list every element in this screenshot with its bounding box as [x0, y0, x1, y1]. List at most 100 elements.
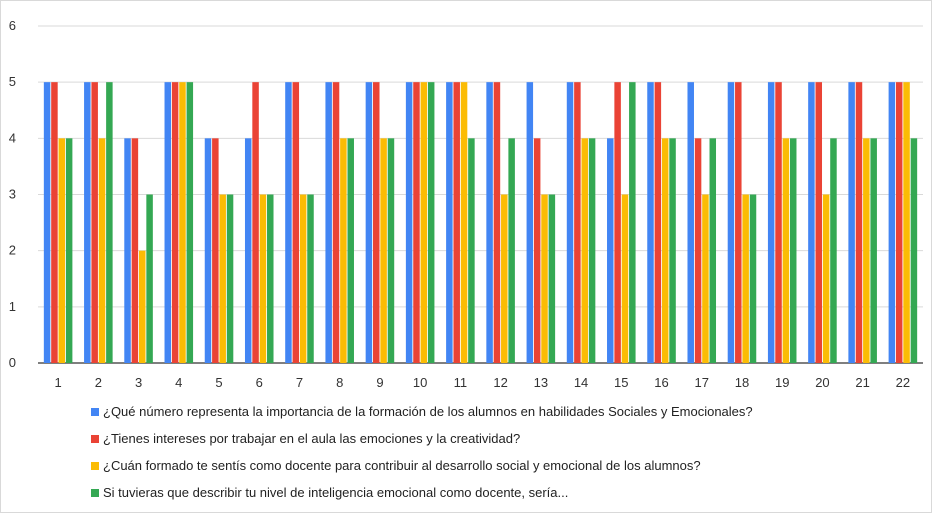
bar [292, 82, 300, 364]
x-tick-label: 18 [735, 375, 749, 390]
x-tick-label: 2 [95, 375, 102, 390]
bar [58, 138, 66, 363]
legend-label-importance: ¿Qué número representa la importancia de… [103, 403, 753, 419]
bar [307, 194, 314, 363]
legend-swatch-yellow [91, 461, 99, 470]
x-tick-label: 9 [376, 375, 383, 390]
bar [888, 82, 896, 364]
bar [267, 194, 274, 363]
bar [212, 138, 219, 363]
bar [910, 138, 918, 363]
legend-item-training: ¿Cuán formado te sentís como docente par… [91, 455, 911, 476]
x-tick-label: 5 [215, 375, 222, 390]
bar [895, 82, 903, 364]
x-tick-label: 11 [454, 375, 468, 390]
bar [830, 138, 837, 363]
bar [244, 138, 252, 363]
y-tick-label: 5 [9, 74, 16, 89]
bar [299, 194, 307, 363]
bar [566, 82, 574, 364]
bar [863, 138, 870, 363]
bar [789, 138, 797, 363]
bar [735, 82, 742, 364]
bar [98, 138, 106, 363]
legend-item-emotional-intelligence: Si tuvieras que describir tu nivel de in… [91, 482, 911, 503]
bar [380, 138, 387, 363]
bar [767, 82, 775, 364]
bar [171, 82, 179, 364]
x-tick-label: 19 [775, 375, 789, 390]
bar [621, 194, 629, 363]
bar [654, 82, 662, 364]
legend-label-training: ¿Cuán formado te sentís como docente par… [103, 457, 701, 473]
bar [164, 82, 172, 364]
bar [855, 82, 863, 364]
legend-label-emotional-intelligence: Si tuvieras que describir tu nivel de in… [103, 484, 569, 500]
y-tick-label: 0 [9, 355, 16, 370]
bar [822, 194, 830, 363]
bar [51, 82, 58, 364]
bar [727, 82, 735, 364]
bar [574, 82, 581, 364]
bar [91, 82, 98, 364]
bar [661, 138, 669, 363]
bar [508, 138, 515, 363]
bar [782, 138, 790, 363]
x-tick-label: 1 [54, 375, 61, 390]
bar [694, 138, 702, 363]
bar [687, 82, 694, 364]
bar [413, 82, 420, 364]
bar [493, 82, 501, 364]
bar [325, 82, 332, 364]
bar [84, 82, 91, 364]
bar [146, 194, 153, 363]
y-tick-label: 2 [9, 243, 16, 258]
x-tick-label: 8 [336, 375, 343, 390]
bar [775, 82, 782, 364]
bar [607, 138, 614, 363]
bar [124, 138, 131, 363]
bar [285, 82, 292, 364]
x-tick-label: 21 [855, 375, 869, 390]
bar [629, 82, 636, 364]
bar [526, 82, 534, 364]
bar [259, 194, 267, 363]
bar [903, 82, 910, 364]
x-tick-label: 15 [614, 375, 628, 390]
x-tick-label: 4 [175, 375, 182, 390]
bar [387, 138, 395, 363]
y-tick-label: 4 [9, 130, 16, 145]
x-tick-label: 13 [534, 375, 548, 390]
bar [131, 138, 139, 363]
legend: ¿Qué número representa la importancia de… [91, 401, 911, 509]
bar [446, 82, 453, 364]
y-tick-label: 3 [9, 187, 16, 202]
bar [749, 194, 757, 363]
bar [870, 138, 877, 363]
x-tick-label: 22 [896, 375, 910, 390]
x-tick-label: 7 [296, 375, 303, 390]
bar [427, 82, 435, 364]
bar [848, 82, 855, 364]
legend-swatch-green [91, 488, 99, 497]
x-tick-label: 14 [574, 375, 588, 390]
bar [138, 250, 146, 363]
legend-swatch-blue [91, 407, 99, 416]
bar [647, 82, 654, 364]
bar [581, 138, 588, 363]
legend-label-interest: ¿Tienes intereses por trabajar en el aul… [103, 430, 521, 446]
bar [204, 138, 212, 363]
x-tick-label: 20 [815, 375, 829, 390]
bar [332, 82, 340, 364]
x-tick-label: 6 [256, 375, 263, 390]
bar [226, 194, 234, 363]
y-tick-label: 1 [9, 299, 16, 314]
bar [340, 138, 347, 363]
bar [405, 82, 413, 364]
bar [460, 82, 468, 364]
legend-swatch-red [91, 434, 99, 443]
bar [742, 194, 749, 363]
bar [365, 82, 373, 364]
